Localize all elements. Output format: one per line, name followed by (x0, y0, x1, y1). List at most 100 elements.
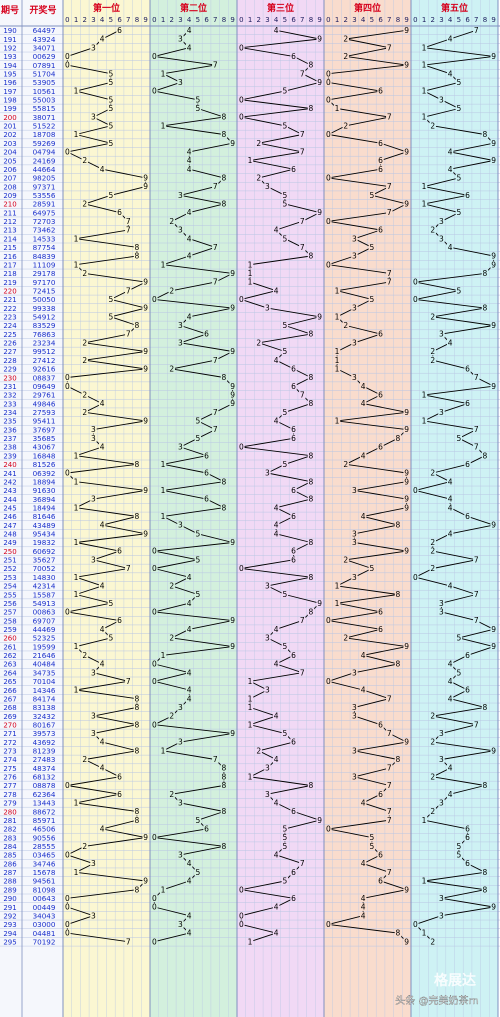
digit-label: 5 (456, 78, 461, 87)
digit-label: 2 (256, 139, 261, 148)
issue-number: 231 (3, 383, 16, 391)
digit-label: 9 (230, 399, 235, 408)
digit-label-backdrop (359, 911, 367, 920)
digit-label: 4 (187, 877, 192, 886)
digit-label-backdrop (220, 764, 228, 773)
digit-label-backdrop (238, 885, 245, 894)
digit-label: 9 (491, 139, 496, 148)
trend-line-position-4 (327, 29, 408, 943)
draw-number: 83138 (33, 703, 56, 712)
digit-label: 5 (108, 95, 113, 104)
digit-label: 6 (378, 851, 383, 860)
digit-label: 1 (74, 130, 79, 139)
digit-label: 4 (361, 382, 366, 391)
digit-label: 0 (326, 78, 331, 87)
digit-label-backdrop (229, 399, 236, 408)
digit-label-backdrop (142, 833, 149, 842)
digit-label: 3 (265, 686, 270, 695)
digit-label-backdrop (272, 903, 280, 911)
digit-label-backdrop (438, 608, 445, 616)
digit-tick-label: 1 (335, 16, 339, 24)
digit-label-backdrop (133, 746, 141, 755)
digit-label: 3 (265, 469, 270, 478)
digit-label-backdrop (64, 608, 71, 616)
draw-number: 14533 (33, 234, 56, 243)
digit-label-backdrop (403, 61, 410, 69)
label-column-background (0, 0, 63, 1017)
draw-number: 35627 (33, 556, 56, 565)
draw-number: 51522 (33, 122, 56, 131)
digit-label-backdrop (220, 477, 228, 486)
issue-number: 226 (3, 340, 17, 348)
draw-number: 62364 (33, 790, 56, 799)
digit-label-backdrop (272, 712, 280, 720)
digit-label-backdrop (212, 243, 219, 252)
digit-label-backdrop (64, 52, 71, 61)
digit-label: 5 (369, 564, 374, 573)
digit-label-backdrop (377, 851, 384, 859)
draw-number: 11109 (33, 260, 56, 269)
digit-label-backdrop (238, 43, 245, 52)
digit-label: 3 (91, 434, 96, 443)
digit-label: 1 (161, 512, 166, 521)
digit-label: 0 (239, 113, 244, 122)
digit-label: 6 (378, 226, 383, 235)
digit-label-backdrop (325, 677, 332, 686)
draw-number: 18708 (33, 130, 56, 139)
digit-label-backdrop (481, 304, 489, 312)
digit-label-backdrop (125, 937, 132, 946)
digit-label: 5 (195, 555, 200, 564)
digit-label: 4 (361, 798, 366, 807)
issue-number: 285 (3, 852, 16, 860)
digit-label: 6 (117, 790, 122, 799)
digit-label: 4 (274, 356, 279, 365)
digit-label-backdrop (394, 929, 402, 937)
draw-number: 43692 (33, 738, 56, 747)
digit-label-backdrop (490, 139, 497, 148)
digit-label-backdrop (412, 295, 419, 304)
digit-label-backdrop (142, 529, 149, 538)
digit-label-backdrop (342, 460, 349, 469)
digit-label-backdrop (377, 443, 384, 451)
digit-label-backdrop (255, 746, 262, 755)
digit-label: 8 (135, 703, 140, 712)
digit-label-backdrop (307, 252, 315, 260)
digit-label: 6 (378, 625, 383, 634)
digit-label-backdrop (72, 686, 80, 694)
digit-tick-label: 2 (344, 16, 348, 24)
digit-label: 4 (361, 651, 366, 660)
digit-label: 6 (291, 651, 296, 660)
digit-label: 7 (126, 677, 131, 686)
issue-number: 256 (3, 600, 17, 608)
draw-number: 00629 (33, 52, 56, 61)
digit-label-backdrop (64, 894, 71, 903)
digit-label: 9 (491, 642, 496, 651)
digit-label: 4 (187, 26, 192, 35)
digit-label-backdrop (90, 113, 97, 122)
digit-label: 6 (291, 382, 296, 391)
draw-number: 40484 (33, 660, 56, 669)
digit-label: 5 (108, 78, 113, 87)
issue-number: 282 (3, 826, 16, 834)
digit-label: 9 (230, 538, 235, 547)
issue-number: 204 (3, 149, 17, 157)
digit-label-backdrop (220, 373, 228, 382)
digit-label-backdrop (177, 798, 184, 807)
digit-label-backdrop (403, 147, 410, 156)
digit-label-backdrop (473, 720, 480, 729)
digit-label-backdrop (246, 260, 254, 269)
draw-number: 44469 (33, 625, 56, 634)
draw-number: 55815 (33, 104, 56, 113)
digit-label: 4 (100, 399, 105, 408)
digit-label: 9 (404, 885, 409, 894)
digit-label: 8 (309, 495, 314, 504)
digit-label-backdrop (90, 425, 97, 434)
digit-label: 1 (422, 113, 427, 122)
digit-label: 7 (387, 764, 392, 773)
digit-label-backdrop (386, 729, 393, 738)
digit-label-backdrop (90, 555, 97, 564)
digit-label: 1 (161, 69, 166, 78)
draw-number: 48374 (33, 764, 56, 773)
digit-label: 3 (265, 790, 270, 799)
digit-label: 2 (430, 564, 435, 573)
